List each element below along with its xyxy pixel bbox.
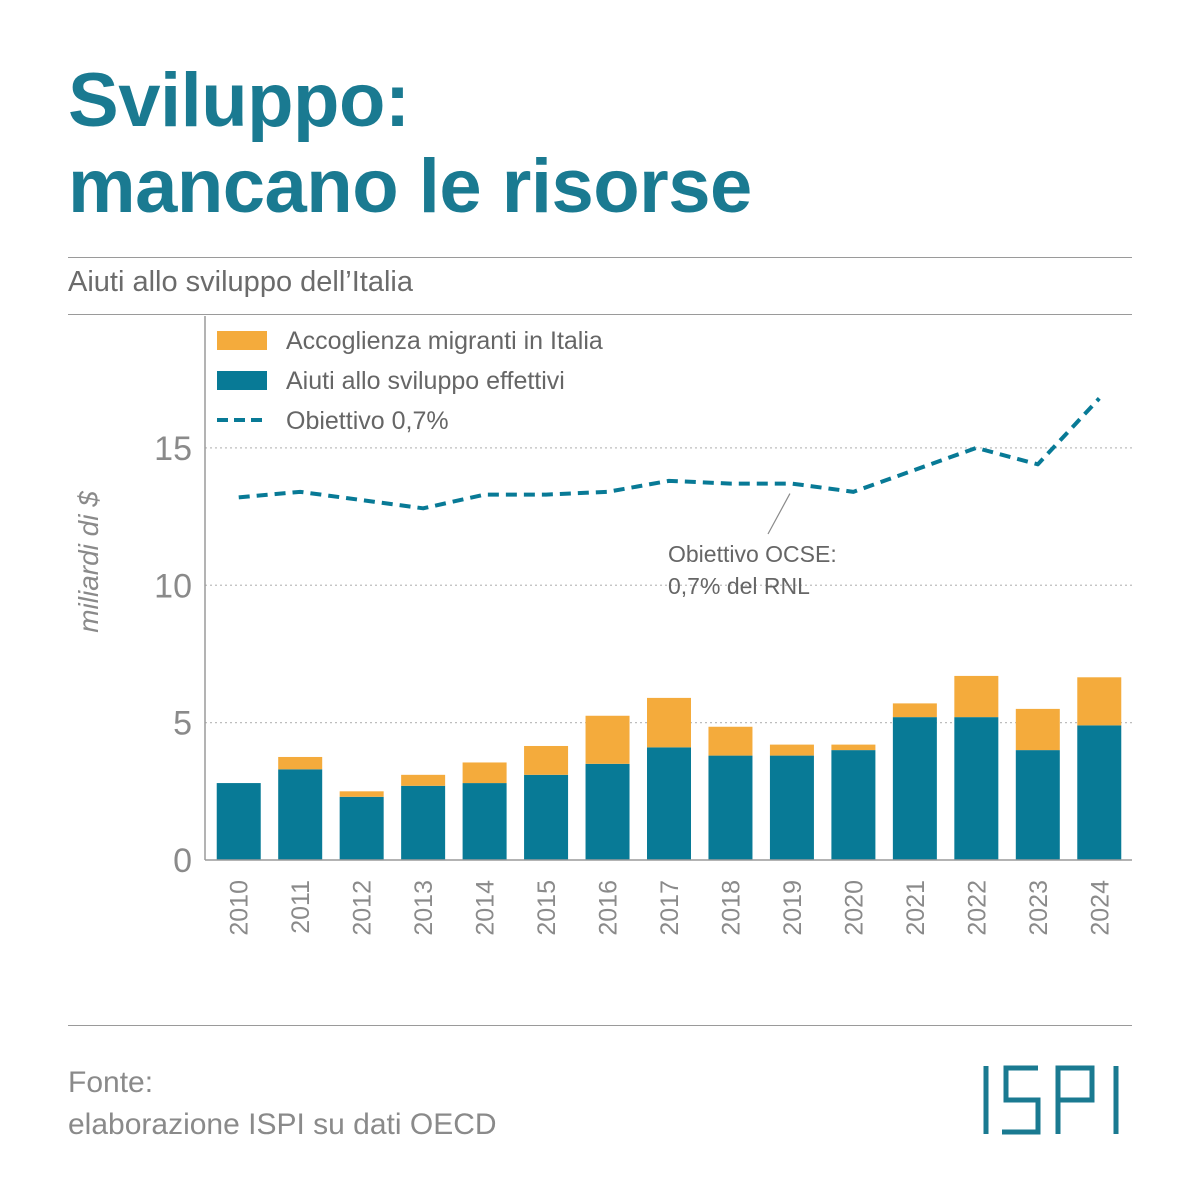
legend-label-migranti: Accoglienza migranti in Italia: [286, 327, 603, 355]
subtitle-divider: [68, 314, 1132, 315]
page-title: Sviluppo: mancano le risorse: [68, 58, 1148, 230]
title-line-2: mancano le risorse: [68, 144, 752, 229]
bar-aiuti-2011: [278, 769, 323, 860]
source-note: Fonte: elaborazione ISPI su dati OECD: [68, 1062, 497, 1146]
bar-migranti-2016: [585, 715, 630, 764]
x-tick-label-2022: 2022: [963, 880, 991, 936]
bar-aiuti-2021: [892, 717, 937, 860]
bar-migranti-2015: [524, 745, 569, 775]
bar-migranti-2013: [401, 774, 446, 786]
y-tick-label-5: 5: [173, 705, 192, 743]
x-tick-label-2010: 2010: [226, 880, 254, 936]
x-tick-label-2020: 2020: [840, 880, 868, 936]
axis-layer: miliardi di $: [73, 316, 1132, 861]
x-tick-label-2014: 2014: [472, 880, 500, 936]
bar-aiuti-2017: [647, 747, 691, 860]
annotation-line-1: Obiettivo OCSE:: [668, 541, 837, 567]
bar-migranti-2023: [1015, 708, 1060, 751]
bar-migranti-2021: [892, 703, 937, 718]
legend-swatch-migranti: [217, 331, 267, 350]
legend-swatch-aiuti: [217, 371, 267, 390]
legend: Accoglienza migranti in Italia Aiuti all…: [217, 327, 603, 435]
bar-aiuti-2024: [1077, 725, 1122, 860]
y-axis-label: miliardi di $: [73, 491, 104, 633]
x-tick-label-2024: 2024: [1086, 880, 1114, 936]
x-tick-label-2013: 2013: [410, 880, 438, 936]
bar-layer: 2010 2011 2012 2013 2014 2015 2016 2017 2018 2019…: [216, 675, 1122, 936]
bar-aiuti-2019: [769, 755, 814, 860]
x-tick-label-2015: 2015: [533, 880, 561, 936]
y-tick-label-0: 0: [173, 842, 192, 880]
y-tick-label-15: 15: [154, 430, 192, 468]
title-line-1: Sviluppo:: [68, 58, 410, 143]
bar-aiuti-2010: [216, 783, 261, 860]
bar-migranti-2018: [708, 726, 753, 756]
ispi-logo: [983, 1065, 1119, 1135]
bar-aiuti-2022: [954, 717, 999, 860]
x-tick-label-2023: 2023: [1025, 880, 1053, 936]
legend-label-aiuti: Aiuti allo sviluppo effettivi: [286, 367, 565, 395]
source-line-2: elaborazione ISPI su dati OECD: [68, 1108, 497, 1141]
grid-layer: 0 5 10 15: [154, 430, 1132, 880]
annotation-leader: [767, 493, 791, 535]
bar-aiuti-2013: [401, 785, 446, 860]
bar-aiuti-2014: [462, 783, 507, 860]
bar-migranti-2019: [769, 744, 814, 756]
bar-aiuti-2012: [339, 796, 384, 860]
bar-aiuti-2020: [831, 750, 876, 860]
bar-aiuti-2018: [708, 755, 753, 860]
legend-label-obiettivo: Obiettivo 0,7%: [286, 407, 449, 435]
bar-migranti-2022: [954, 675, 999, 718]
bar-migranti-2024: [1077, 677, 1122, 726]
chart-subtitle: Aiuti allo sviluppo dell’Italia: [68, 266, 413, 298]
bar-migranti-2011: [278, 756, 323, 770]
x-tick-label-2017: 2017: [656, 880, 684, 936]
x-tick-label-2019: 2019: [779, 880, 807, 936]
line-layer: [238, 397, 1101, 511]
bottom-divider: [68, 1025, 1132, 1026]
x-tick-label-2012: 2012: [349, 880, 377, 936]
annotation-line-2: 0,7% del RNL: [668, 573, 810, 599]
bar-aiuti-2016: [585, 763, 630, 860]
x-tick-label-2021: 2021: [902, 880, 930, 936]
bar-migranti-2020: [831, 744, 876, 751]
x-tick-label-2011: 2011: [287, 880, 315, 934]
y-tick-label-10: 10: [154, 567, 192, 605]
bar-aiuti-2023: [1015, 750, 1060, 860]
target-line: [238, 397, 1101, 511]
x-tick-label-2016: 2016: [595, 880, 623, 936]
source-line-1: Fonte:: [68, 1066, 154, 1099]
x-tick-label-2018: 2018: [717, 880, 745, 936]
annotation: Obiettivo OCSE: 0,7% del RNL: [668, 493, 837, 599]
bar-migranti-2012: [339, 791, 384, 797]
top-divider: [68, 257, 1132, 258]
bar-aiuti-2015: [524, 774, 569, 860]
bar-migranti-2014: [462, 762, 507, 784]
bar-migranti-2017: [647, 697, 691, 748]
